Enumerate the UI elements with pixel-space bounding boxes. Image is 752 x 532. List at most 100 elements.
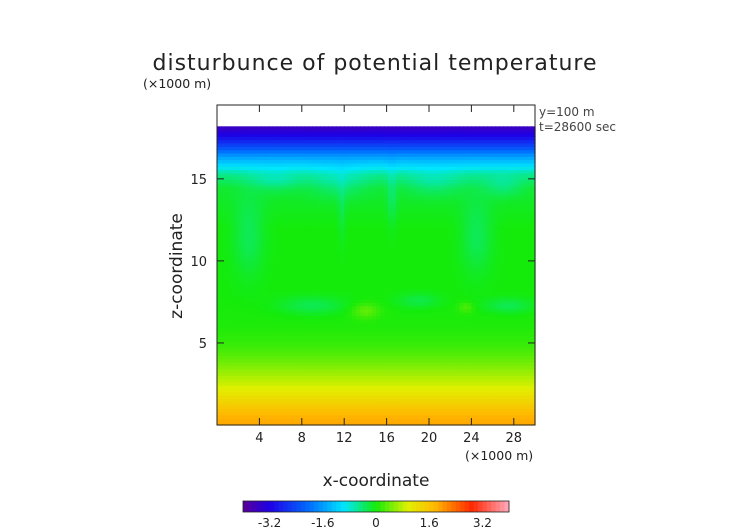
heatmap-cell (217, 278, 222, 283)
heatmap-cell (395, 345, 401, 350)
heatmap-cell (451, 381, 457, 386)
heatmap-cell (376, 345, 381, 350)
heatmap-cell (507, 345, 512, 350)
heatmap-cell (443, 269, 449, 273)
heatmap-cell (316, 308, 321, 313)
heatmap-cell (268, 265, 274, 270)
heatmap-cell (383, 345, 389, 350)
heatmap-cell (260, 415, 266, 419)
heatmap-cell (487, 335, 492, 340)
heatmap-cell (276, 219, 282, 224)
heatmap-cell (300, 232, 306, 237)
heatmap-cell (403, 272, 409, 277)
heatmap-cell (344, 345, 349, 350)
heatmap-cell (527, 335, 532, 340)
heatmap-cell (483, 282, 488, 287)
heatmap-cell (499, 302, 504, 307)
heatmap-cell (479, 381, 484, 386)
heatmap-cell (340, 342, 345, 346)
heatmap-cell (483, 391, 488, 396)
heatmap-cell (228, 235, 234, 240)
heatmap-cell (240, 395, 246, 400)
heatmap-cell (395, 325, 401, 330)
heatmap-cell (360, 259, 365, 263)
heatmap-cell (368, 322, 373, 327)
heatmap-cell (399, 358, 405, 363)
heatmap-cell (217, 269, 222, 273)
heatmap-cell (244, 325, 250, 330)
heatmap-cell (427, 219, 433, 224)
heatmap-cell (292, 275, 298, 280)
heatmap-cell (467, 395, 472, 400)
heatmap-cell (264, 408, 270, 413)
heatmap-cell (368, 361, 373, 366)
heatmap-cell (217, 385, 222, 390)
heatmap-cell (284, 262, 290, 267)
heatmap-cell (519, 371, 524, 376)
heatmap-cell (296, 358, 302, 363)
heatmap-cell (523, 322, 528, 327)
heatmap-cell (344, 282, 349, 287)
heatmap-cell (523, 355, 528, 360)
heatmap-cell (217, 249, 222, 254)
heatmap-cell (495, 355, 500, 360)
heatmap-cell (447, 232, 453, 237)
heatmap-cell (531, 388, 536, 393)
heatmap-cell (296, 338, 302, 343)
heatmap-cell (336, 378, 341, 383)
heatmap-cell (411, 265, 417, 270)
heatmap-cell (256, 371, 262, 376)
heatmap-cell (292, 358, 298, 363)
heatmap-cell (228, 355, 234, 360)
heatmap-cell (411, 259, 417, 263)
heatmap-cell (467, 219, 472, 224)
heatmap-cell (236, 325, 242, 330)
heatmap-cell (288, 335, 294, 340)
heatmap-cell (403, 345, 409, 350)
heatmap-cell (463, 259, 469, 263)
heatmap-cell (300, 262, 306, 267)
heatmap-cell (411, 252, 417, 257)
heatmap-cell (399, 312, 405, 317)
heatmap-cell (383, 225, 389, 230)
heatmap-cell (487, 345, 492, 350)
heatmap-cell (296, 302, 302, 307)
heatmap-cell (415, 275, 421, 280)
heatmap-cell (376, 328, 381, 333)
info-position: y=100 m (539, 105, 595, 119)
heatmap-cell (352, 415, 357, 419)
heatmap-cell (236, 295, 242, 300)
heatmap-cell (260, 235, 266, 240)
heatmap-cell (407, 278, 413, 283)
heatmap-cell (240, 338, 246, 343)
heatmap-cell (260, 278, 266, 283)
heatmap-cell (507, 275, 512, 280)
heatmap-cell (217, 411, 222, 416)
heatmap-cell (236, 415, 242, 419)
heatmap-cell (451, 275, 457, 280)
heatmap-cell (228, 418, 234, 423)
heatmap-cell (507, 415, 512, 419)
heatmap-cell (336, 388, 341, 393)
heatmap-cell (383, 368, 389, 373)
heatmap-cell (495, 398, 500, 403)
heatmap-cell (399, 375, 405, 380)
heatmap-cell (324, 342, 329, 346)
heatmap-cell (268, 345, 274, 350)
heatmap-cell (324, 235, 329, 240)
heatmap-cell (324, 229, 329, 234)
heatmap-cell (415, 288, 421, 293)
heatmap-cell (312, 282, 317, 287)
heatmap-cell (280, 282, 286, 287)
heatmap-cell (292, 408, 298, 413)
heatmap-cell (316, 315, 321, 320)
heatmap-cell (531, 305, 536, 310)
heatmap-cell (455, 278, 461, 283)
heatmap-cell (463, 415, 469, 419)
heatmap-cell (228, 265, 234, 270)
heatmap-cell (360, 411, 365, 416)
heatmap-cell (316, 358, 321, 363)
heatmap-cell (387, 348, 393, 353)
heatmap-cell (467, 355, 472, 360)
heatmap-cell (300, 401, 306, 406)
